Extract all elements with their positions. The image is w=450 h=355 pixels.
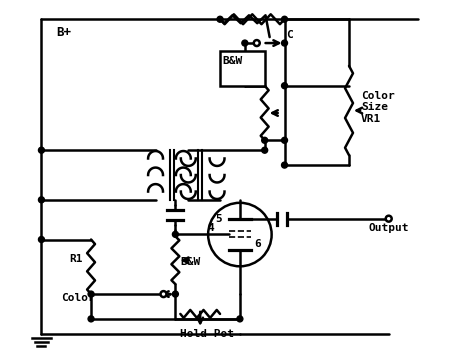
Circle shape [282, 162, 288, 168]
Text: Color: Color [61, 293, 95, 303]
Circle shape [282, 83, 288, 89]
Text: B&W: B&W [180, 257, 201, 267]
Circle shape [242, 40, 248, 46]
Circle shape [282, 137, 288, 143]
Text: C: C [287, 30, 293, 40]
Text: R1: R1 [69, 254, 83, 264]
Text: 5: 5 [215, 214, 222, 224]
Circle shape [217, 16, 223, 22]
Text: B&W: B&W [222, 56, 242, 66]
Circle shape [172, 291, 178, 297]
Circle shape [254, 40, 260, 46]
Circle shape [282, 40, 288, 46]
Circle shape [237, 316, 243, 322]
Circle shape [161, 291, 166, 297]
Circle shape [38, 236, 45, 242]
Text: Color
Size
VR1: Color Size VR1 [361, 91, 395, 124]
Text: Output: Output [369, 223, 410, 233]
Circle shape [38, 147, 45, 153]
Text: B+: B+ [56, 26, 72, 39]
Circle shape [172, 231, 178, 237]
Text: Hold Pot: Hold Pot [180, 329, 234, 339]
Circle shape [88, 316, 94, 322]
Circle shape [262, 147, 268, 153]
Circle shape [386, 216, 392, 222]
Circle shape [38, 197, 45, 203]
Text: 6: 6 [254, 240, 261, 250]
Circle shape [88, 291, 94, 297]
Text: 4: 4 [207, 223, 214, 233]
Circle shape [282, 16, 288, 22]
FancyBboxPatch shape [220, 51, 265, 86]
Circle shape [262, 137, 268, 143]
